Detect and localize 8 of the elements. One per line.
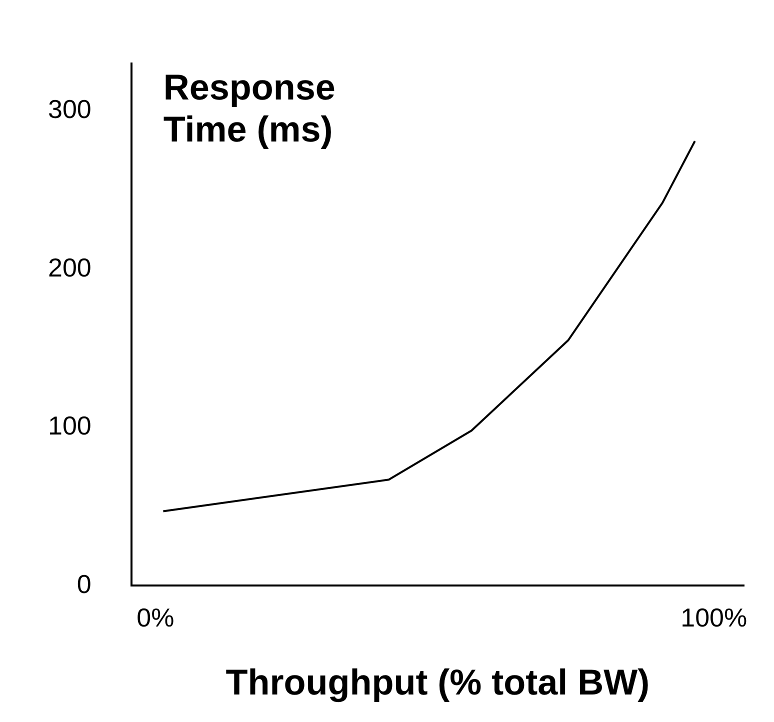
x-tick-label: 0% xyxy=(136,602,174,632)
x-tick-label: 100% xyxy=(680,602,748,632)
y-tick-label: 300 xyxy=(48,94,92,124)
y-axis-title: Response Time (ms) xyxy=(163,66,336,150)
y-tick-label: 100 xyxy=(48,410,92,441)
y-tick-label: 200 xyxy=(48,252,92,282)
y-tick-label: 0 xyxy=(76,568,92,599)
x-axis-title: Throughput (% total BW) xyxy=(226,661,650,702)
